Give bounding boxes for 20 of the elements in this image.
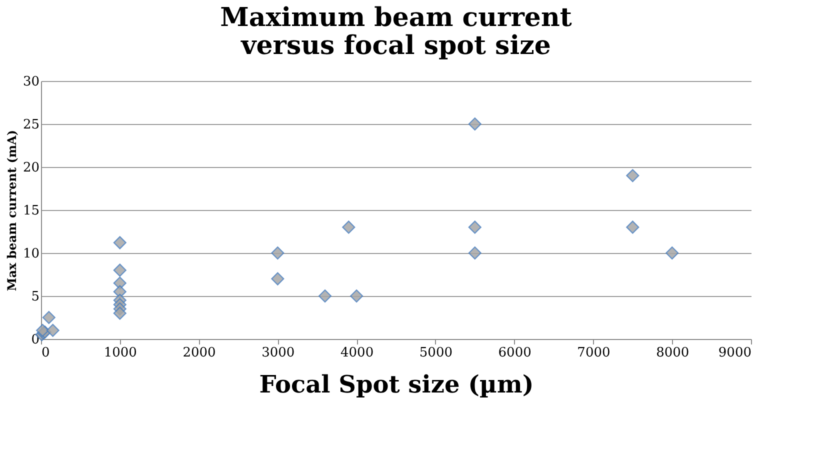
y-tick-label: 0 bbox=[31, 332, 40, 348]
chart-title: Maximum beam current versus focal spot size bbox=[220, 3, 572, 61]
y-tick-label: 10 bbox=[22, 246, 40, 262]
x-tick-label: 7000 bbox=[577, 346, 610, 360]
x-tick-label: 8000 bbox=[656, 346, 690, 360]
x-tick-label: 1000 bbox=[104, 346, 137, 360]
x-tick-label: 4000 bbox=[340, 346, 374, 360]
x-axis-title: Focal Spot size (µm) bbox=[259, 370, 534, 398]
y-tick-label: 15 bbox=[22, 204, 40, 218]
y-axis-title: Max beam current (mA) bbox=[4, 130, 19, 292]
y-tick-label: 5 bbox=[31, 290, 40, 304]
y-tick-label: 30 bbox=[22, 74, 40, 90]
x-tick-label: 2000 bbox=[182, 346, 216, 360]
x-tick-label: 9000 bbox=[718, 346, 752, 360]
y-tick-label: 20 bbox=[22, 160, 40, 176]
x-tick-label: 3000 bbox=[262, 346, 295, 360]
x-tick-label: 6000 bbox=[498, 346, 532, 360]
y-tick-label: 25 bbox=[22, 118, 40, 132]
x-tick-label: 5000 bbox=[419, 346, 452, 360]
x-tick-label: 0 bbox=[42, 346, 50, 360]
